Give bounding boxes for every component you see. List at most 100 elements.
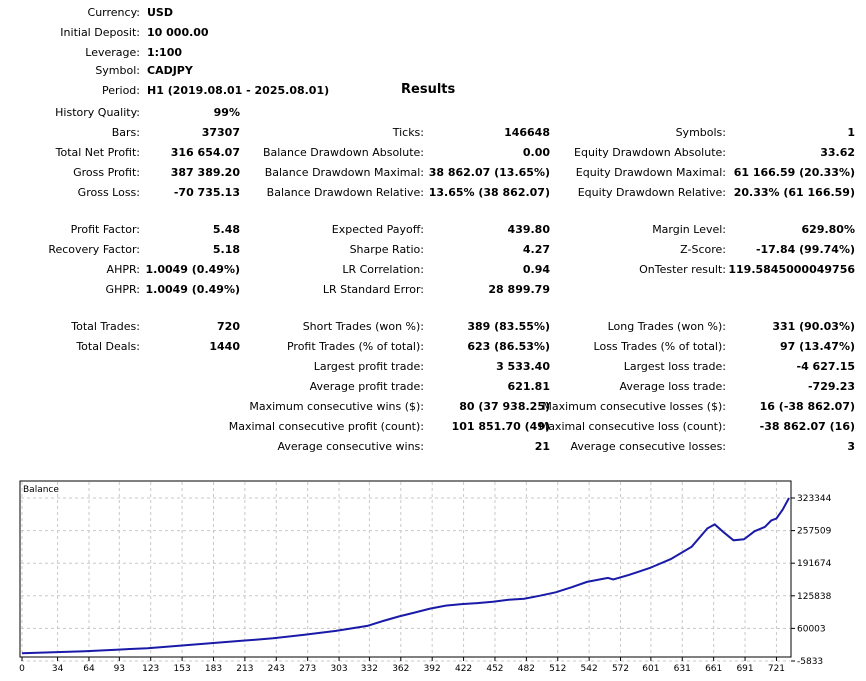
margin-level-value: 629.80%	[801, 223, 855, 236]
leverage-value: 1:100	[147, 46, 183, 59]
currency-value: USD	[147, 6, 173, 19]
profit-factor-value: 5.48	[212, 223, 240, 236]
bal-dd-rel-value: 13.65% (38 862.07)	[428, 186, 550, 199]
ghpr-value: 1.0049 (0.49%)	[145, 283, 241, 296]
net-profit-label: Total Net Profit:	[55, 146, 140, 159]
history-quality-label: History Quality:	[55, 106, 140, 119]
profit-trades-value: 623 (86.53%)	[467, 340, 550, 353]
eq-dd-max-value: 61 166.59 (20.33%)	[733, 166, 855, 179]
lr-err-label: LR Standard Error:	[322, 283, 424, 296]
total-deals-value: 1440	[209, 340, 240, 353]
x-tick-label: 64	[83, 664, 95, 674]
y-tick-label: -5833	[797, 657, 823, 667]
y-tick-label: 257509	[797, 527, 832, 537]
deposit-value: 10 000.00	[147, 26, 209, 39]
lr-err-value: 28 899.79	[488, 283, 550, 296]
max-consec-loss-value: -38 862.07 (16)	[759, 420, 855, 433]
avg-consec-losses-label: Average consecutive losses:	[570, 440, 726, 453]
max-consec-losses-label: Maximum consecutive losses ($):	[542, 400, 726, 413]
currency-label: Currency:	[87, 6, 140, 19]
x-tick-label: 482	[518, 664, 535, 674]
total-deals-label: Total Deals:	[76, 340, 140, 353]
bal-dd-max-label: Balance Drawdown Maximal:	[264, 166, 424, 179]
avg-loss-label: Average loss trade:	[619, 380, 726, 393]
long-trades-value: 331 (90.03%)	[772, 320, 855, 333]
x-tick-label: 572	[612, 664, 629, 674]
recovery-factor-label: Recovery Factor:	[48, 243, 140, 256]
z-score-value: -17.84 (99.74%)	[755, 243, 855, 256]
ahpr-value: 1.0049 (0.49%)	[145, 263, 241, 276]
avg-loss-value: -729.23	[807, 380, 855, 393]
avg-profit-value: 621.81	[507, 380, 550, 393]
avg-consec-losses-value: 3	[847, 440, 855, 453]
y-tick-label: 60003	[797, 624, 826, 634]
largest-profit-label: Largest profit trade:	[313, 360, 424, 373]
max-consec-wins-label: Maximum consecutive wins ($):	[249, 400, 424, 413]
expected-payoff-value: 439.80	[507, 223, 550, 236]
gross-loss-label: Gross Loss:	[77, 186, 140, 199]
ahpr-label: AHPR:	[106, 263, 140, 276]
balance-series-line	[21, 497, 790, 655]
chart-title: Balance	[23, 485, 59, 495]
sharpe-value: 4.27	[522, 243, 550, 256]
z-score-label: Z-Score:	[680, 243, 726, 256]
lr-corr-label: LR Correlation:	[342, 263, 424, 276]
x-tick-label: 303	[330, 664, 347, 674]
expected-payoff-label: Expected Payoff:	[331, 223, 424, 236]
symbol-label: Symbol:	[95, 64, 140, 77]
margin-level-label: Margin Level:	[652, 223, 726, 236]
largest-profit-value: 3 533.40	[496, 360, 550, 373]
bars-value: 37307	[201, 126, 240, 139]
bal-dd-abs-value: 0.00	[522, 146, 550, 159]
profit-factor-label: Profit Factor:	[70, 223, 140, 236]
x-tick-label: 123	[142, 664, 159, 674]
max-consec-profit-value: 101 851.70 (49)	[451, 420, 550, 433]
y-tick-label: 125838	[797, 592, 832, 602]
balance-chart: 0 34 64 93 123 153 183 213 243 273 303 332 362 392 422…	[19, 480, 832, 674]
symbol-value: CADJPY	[147, 64, 193, 77]
avg-consec-wins-label: Average consecutive wins:	[277, 440, 424, 453]
history-quality-value: 99%	[213, 106, 240, 119]
max-consec-loss-label: Maximal consecutive loss (count):	[538, 420, 726, 433]
ontester-value: 119.5845000049756	[728, 263, 855, 276]
period-label: Period:	[101, 84, 140, 97]
eq-dd-abs-label: Equity Drawdown Absolute:	[574, 146, 726, 159]
short-trades-value: 389 (83.55%)	[467, 320, 550, 333]
bars-label: Bars:	[111, 126, 140, 139]
y-axis-ticks: 323344 257509 191674 125838 60003 -5833	[791, 494, 832, 667]
avg-profit-label: Average profit trade:	[309, 380, 424, 393]
gross-profit-value: 387 389.20	[170, 166, 240, 179]
x-tick-label: 0	[19, 664, 25, 674]
profit-trades-label: Profit Trades (% of total):	[286, 340, 424, 353]
x-axis-ticks: 0 34 64 93 123 153 183 213 243 273 303 332 362 392 422…	[19, 657, 785, 674]
ontester-label: OnTester result:	[639, 263, 726, 276]
loss-trades-value: 97 (13.47%)	[779, 340, 855, 353]
x-tick-label: 721	[768, 664, 785, 674]
total-trades-value: 720	[217, 320, 240, 333]
x-tick-label: 542	[581, 664, 598, 674]
avg-consec-wins-value: 21	[534, 440, 550, 453]
ticks-label: Ticks:	[392, 126, 424, 139]
x-tick-label: 243	[268, 664, 285, 674]
max-consec-profit-label: Maximal consecutive profit (count):	[228, 420, 424, 433]
x-tick-label: 273	[299, 664, 316, 674]
recovery-factor-value: 5.18	[212, 243, 240, 256]
bal-dd-abs-label: Balance Drawdown Absolute:	[262, 146, 424, 159]
chart-frame	[19, 480, 792, 658]
symbols-value: 1	[847, 126, 855, 139]
largest-loss-value: -4 627.15	[796, 360, 856, 373]
results-title: Results	[401, 82, 456, 97]
largest-loss-label: Largest loss trade:	[623, 360, 726, 373]
chart-grid	[21, 482, 790, 662]
x-tick-label: 153	[174, 664, 191, 674]
bal-dd-rel-label: Balance Drawdown Relative:	[266, 186, 424, 199]
x-tick-label: 691	[736, 664, 753, 674]
total-trades-label: Total Trades:	[71, 320, 140, 333]
deposit-label: Initial Deposit:	[60, 26, 140, 39]
leverage-label: Leverage:	[85, 46, 140, 59]
x-tick-label: 422	[455, 664, 472, 674]
x-tick-label: 512	[549, 664, 566, 674]
period-value: H1 (2019.08.01 - 2025.08.01)	[147, 84, 330, 97]
max-consec-losses-value: 16 (-38 862.07)	[759, 400, 855, 413]
x-tick-label: 34	[52, 664, 64, 674]
